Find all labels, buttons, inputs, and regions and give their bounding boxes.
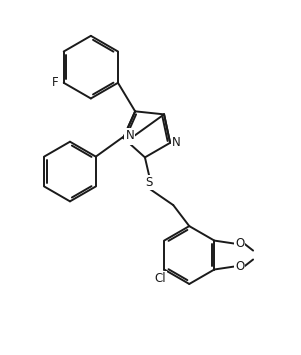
- Text: N: N: [172, 136, 181, 149]
- Text: F: F: [51, 76, 58, 89]
- Text: O: O: [235, 260, 244, 273]
- Text: N: N: [125, 131, 134, 144]
- Text: O: O: [235, 237, 244, 250]
- Text: N: N: [126, 129, 134, 142]
- Text: S: S: [146, 176, 153, 189]
- Text: Cl: Cl: [154, 272, 166, 285]
